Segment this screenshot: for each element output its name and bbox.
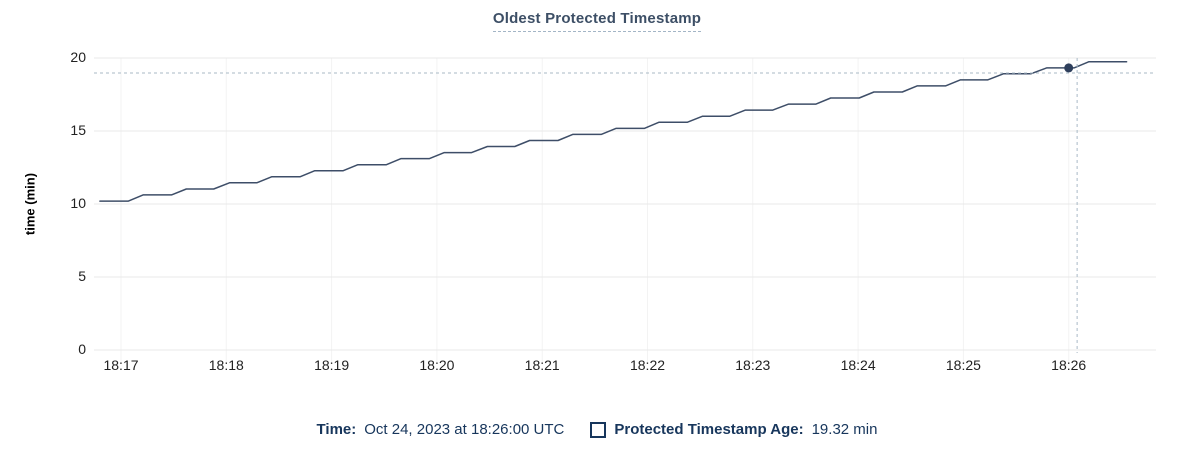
x-tick-label: 18:26 xyxy=(1051,357,1087,373)
horizontal-gridlines xyxy=(94,57,1156,351)
tooltip-time-value: Oct 24, 2023 at 18:26:00 UTC xyxy=(364,421,565,438)
title-row: Oldest Protected Timestamp xyxy=(0,10,1194,32)
vertical-gridlines xyxy=(120,58,1070,364)
x-tick-label: 18:20 xyxy=(419,357,455,373)
y-tick-label: 0 xyxy=(78,341,86,357)
tooltip-legend-bar: Time: Oct 24, 2023 at 18:26:00 UTC Prote… xyxy=(0,421,1194,438)
legend-series-item[interactable]: Protected Timestamp Age: 19.32 min xyxy=(590,421,877,438)
x-tick-label: 18:19 xyxy=(314,357,350,373)
plot-area xyxy=(94,57,1156,364)
x-tick-label: 18:18 xyxy=(208,357,244,373)
series-checkbox-icon xyxy=(590,421,607,438)
y-tick-label: 10 xyxy=(70,195,86,211)
y-tick-label: 15 xyxy=(70,122,86,138)
chart-title[interactable]: Oldest Protected Timestamp xyxy=(492,10,702,32)
tooltip-time-label: Time: xyxy=(316,421,357,438)
y-tick-label: 20 xyxy=(70,49,86,65)
x-tick-label: 18:21 xyxy=(524,357,560,373)
series-value: 19.32 min xyxy=(811,421,878,438)
series-name-label: Protected Timestamp Age: xyxy=(614,421,804,438)
x-tick-label: 18:25 xyxy=(945,357,981,373)
hover-point-dot xyxy=(1064,63,1074,73)
age-series-line xyxy=(99,61,1128,202)
x-tick-label: 18:23 xyxy=(735,357,771,373)
x-tick-label: 18:17 xyxy=(103,357,139,373)
y-tick-label: 5 xyxy=(78,268,86,284)
x-tick-label: 18:24 xyxy=(840,357,876,373)
x-tick-label: 18:22 xyxy=(629,357,666,373)
